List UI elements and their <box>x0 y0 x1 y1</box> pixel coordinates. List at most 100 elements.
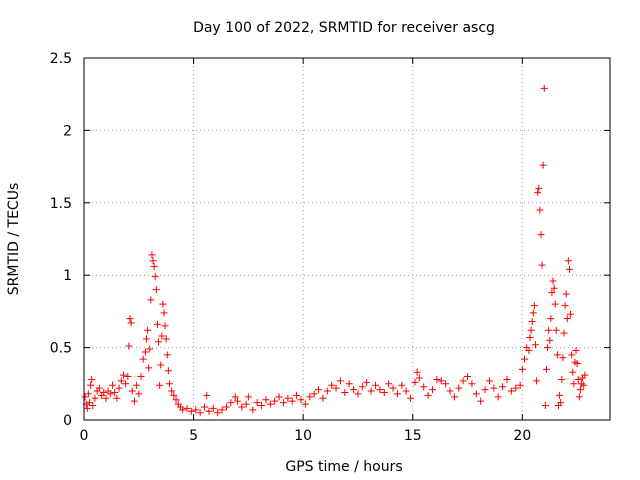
data-point <box>244 393 252 401</box>
data-point <box>569 368 577 376</box>
data-point <box>561 302 569 310</box>
data-point <box>149 257 157 265</box>
data-point <box>209 404 217 412</box>
data-point <box>106 390 114 398</box>
data-point <box>113 394 121 402</box>
y-tick-label: 0.5 <box>50 341 72 357</box>
data-point <box>153 320 161 328</box>
x-tick-label: 15 <box>404 428 422 444</box>
data-point <box>141 348 149 356</box>
data-point <box>137 373 145 381</box>
data-point <box>424 391 432 399</box>
data-point <box>507 387 515 395</box>
data-point <box>315 386 323 394</box>
data-point <box>548 289 556 297</box>
data-point <box>142 335 150 343</box>
data-point <box>205 407 213 415</box>
data-point <box>122 380 130 388</box>
data-point <box>376 386 384 394</box>
data-point <box>144 326 152 334</box>
x-axis-label: GPS time / hours <box>285 459 402 475</box>
data-point <box>157 361 165 369</box>
data-point <box>534 189 542 197</box>
data-point <box>537 231 545 239</box>
data-point <box>528 318 536 326</box>
data-point <box>266 400 274 408</box>
data-point <box>468 380 476 388</box>
data-point <box>551 300 559 308</box>
data-point <box>446 387 454 395</box>
data-point <box>85 399 93 407</box>
data-point <box>525 346 533 354</box>
data-point <box>297 396 305 404</box>
data-point <box>485 377 493 385</box>
data-point <box>310 390 318 398</box>
data-point <box>490 384 498 392</box>
data-point <box>127 319 135 327</box>
data-point <box>147 296 155 304</box>
y-tick-label: 0 <box>63 413 72 429</box>
data-point <box>115 384 123 392</box>
data-point <box>91 394 99 402</box>
data-point <box>407 394 415 402</box>
x-tick-label: 5 <box>189 428 198 444</box>
data-point <box>111 388 119 396</box>
data-point <box>573 360 581 368</box>
data-point <box>516 381 524 389</box>
data-point <box>568 351 576 359</box>
y-axis-label: SRMTID / TECUs <box>6 183 22 296</box>
data-point <box>158 332 166 340</box>
data-point <box>398 381 406 389</box>
data-point <box>328 381 336 389</box>
data-points <box>81 84 589 417</box>
data-point <box>544 344 552 352</box>
data-point <box>562 290 570 298</box>
data-point <box>557 399 565 407</box>
data-point <box>560 329 568 337</box>
data-point <box>345 380 353 388</box>
data-point <box>222 403 230 411</box>
data-point <box>550 284 558 292</box>
data-point <box>130 397 138 405</box>
data-point <box>413 368 421 376</box>
data-point <box>437 377 445 385</box>
y-tick-label: 2.5 <box>50 51 72 67</box>
data-point <box>253 399 261 407</box>
data-point <box>162 335 170 343</box>
data-point <box>564 257 572 265</box>
data-point <box>530 302 538 310</box>
data-point <box>411 378 419 386</box>
data-point <box>536 206 544 214</box>
data-point <box>159 300 167 308</box>
data-point <box>481 386 489 394</box>
data-point <box>558 375 566 383</box>
data-point <box>258 402 266 410</box>
data-point <box>165 380 173 388</box>
data-point <box>179 406 187 414</box>
data-point <box>242 400 250 408</box>
data-point <box>128 387 136 395</box>
data-point <box>512 384 520 392</box>
data-point <box>581 371 589 379</box>
data-point <box>100 388 108 396</box>
data-point <box>542 365 550 373</box>
data-point <box>293 391 301 399</box>
data-point <box>117 377 125 385</box>
data-point <box>135 390 143 398</box>
data-point <box>139 355 147 363</box>
data-point <box>546 336 554 344</box>
data-point <box>95 384 103 392</box>
data-point <box>83 404 91 412</box>
data-point <box>288 397 296 405</box>
data-point <box>168 387 176 395</box>
data-point <box>155 338 163 346</box>
x-tick-label: 10 <box>294 428 312 444</box>
data-point <box>192 406 200 414</box>
data-point <box>428 386 436 394</box>
data-point <box>271 397 279 405</box>
data-point <box>547 315 555 323</box>
data-point <box>183 404 191 412</box>
data-point <box>160 309 168 317</box>
data-point <box>539 161 547 169</box>
